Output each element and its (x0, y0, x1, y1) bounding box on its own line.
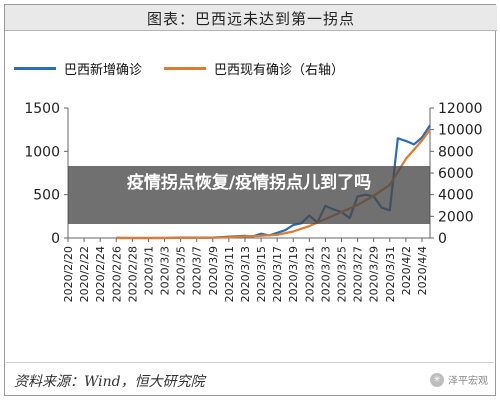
banner-text: 疫情拐点恢复/疫情拐点儿到了吗 (126, 173, 372, 193)
watermark-logo-icon: ✳ (430, 372, 444, 387)
x-tick-label: 2020/3/15 (255, 246, 268, 302)
x-tick-label: 2020/2/22 (78, 246, 91, 302)
y-left-tick-label: 1000 (24, 144, 60, 160)
x-tick-label: 2020/3/29 (368, 246, 381, 302)
x-tick-label: 2020/2/28 (126, 246, 139, 302)
legend-swatch-new-cases (14, 66, 56, 70)
watermark: ✳ 泽平宏观 (430, 372, 488, 387)
y-right-tick-label: 6000 (438, 166, 474, 182)
legend-item-new-cases: 巴西新增确诊 (14, 59, 142, 78)
x-tick-label: 2020/3/13 (239, 246, 252, 302)
x-tick-label: 2020/3/27 (352, 246, 365, 302)
legend-item-active-cases: 巴西现有确诊（右轴） (164, 59, 344, 78)
y-right-tick-label: 12000 (438, 101, 483, 117)
x-tick-label: 2020/3/7 (191, 246, 204, 295)
x-tick-label: 2020/3/31 (384, 246, 397, 302)
y-right-tick-label: 4000 (438, 188, 474, 204)
legend-swatch-active-cases (164, 66, 207, 70)
source-note: 资料来源：Wind，恒大研究院 (14, 374, 205, 390)
x-tick-label: 2020/2/24 (94, 246, 107, 302)
watermark-text: 泽平宏观 (448, 376, 488, 387)
chart-title: 图表：巴西远未达到第一拐点 (146, 10, 355, 28)
legend-label-new-cases: 巴西新增确诊 (64, 62, 143, 78)
chart-header: 图表：巴西远未达到第一拐点 (5, 5, 497, 31)
x-tick-label: 2020/3/19 (287, 246, 300, 302)
chart-legend: 巴西新增确诊 巴西现有确诊（右轴） (14, 56, 494, 80)
x-tick-label: 2020/2/26 (110, 246, 123, 302)
x-tick-label: 2020/3/5 (175, 246, 188, 295)
x-tick-label: 2020/3/1 (142, 246, 155, 295)
x-tick-label: 2020/2/20 (62, 246, 75, 302)
x-tick-label: 2020/3/3 (159, 246, 172, 295)
x-tick-label: 2020/4/2 (400, 246, 413, 295)
x-tick-label: 2020/3/9 (207, 246, 220, 295)
y-left-tick-label: 1500 (24, 101, 60, 117)
footer-divider (6, 362, 494, 363)
x-tick-label: 2020/3/11 (223, 246, 236, 302)
x-tick-label: 2020/4/4 (416, 246, 429, 295)
x-tick-label: 2020/3/21 (303, 246, 316, 302)
x-tick-label: 2020/3/25 (336, 246, 349, 302)
y-right-tick-label: 10000 (438, 123, 483, 139)
y-left-tick-label: 500 (33, 188, 60, 204)
legend-label-active-cases: 巴西现有确诊（右轴） (214, 62, 345, 78)
y-right-tick-label: 0 (438, 231, 447, 247)
x-tick-label: 2020/3/23 (319, 246, 332, 302)
y-right-tick-label: 8000 (438, 144, 474, 160)
x-tick-label: 2020/3/17 (271, 246, 284, 302)
overlay-banner: 疫情拐点恢复/疫情拐点儿到了吗 (68, 166, 430, 224)
y-right-tick-label: 2000 (438, 209, 474, 225)
y-left-tick-label: 0 (51, 231, 60, 247)
